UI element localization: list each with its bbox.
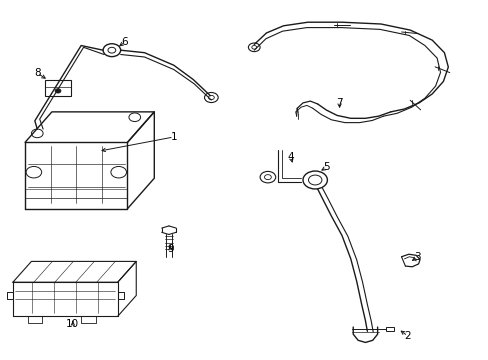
Text: 3: 3 xyxy=(413,252,420,262)
Text: 8: 8 xyxy=(34,68,41,78)
Bar xyxy=(385,327,393,331)
Circle shape xyxy=(55,89,61,93)
Text: 9: 9 xyxy=(167,244,173,254)
Text: 7: 7 xyxy=(336,98,342,108)
Text: 1: 1 xyxy=(170,132,177,142)
Text: 6: 6 xyxy=(122,37,128,47)
Bar xyxy=(44,80,71,96)
Text: 5: 5 xyxy=(323,162,329,172)
Text: 4: 4 xyxy=(287,152,294,162)
Text: 2: 2 xyxy=(404,331,410,341)
Text: 10: 10 xyxy=(66,319,79,329)
